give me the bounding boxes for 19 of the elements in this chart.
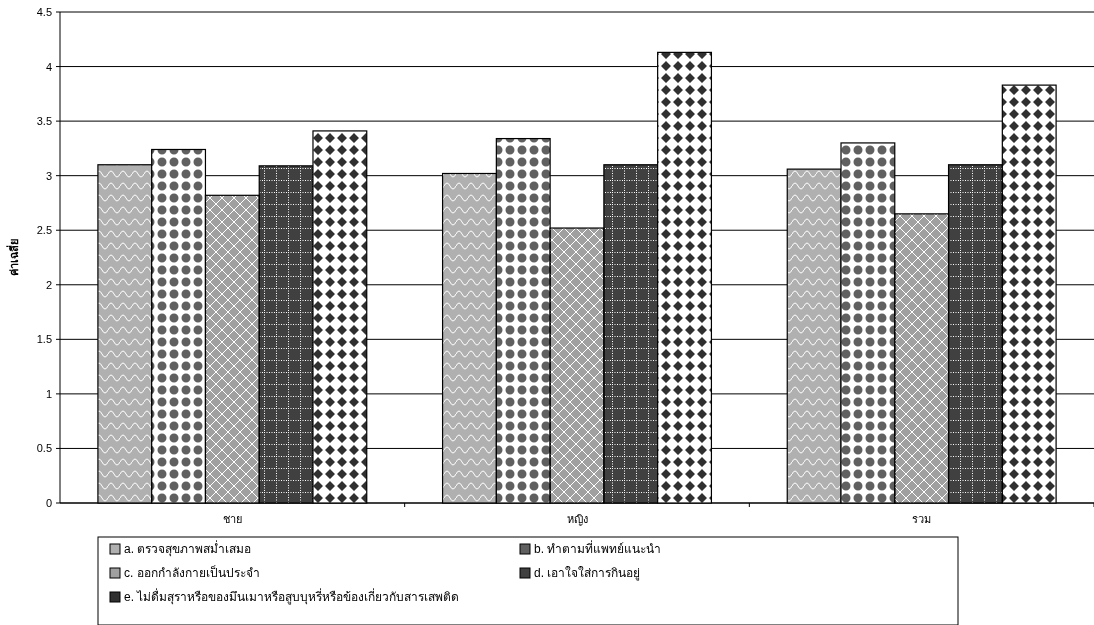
x-tick-label: ชาย [222,513,242,525]
x-tick-label: หญิง [566,513,588,526]
legend-label: c. ออกกำลังกายเป็นประจำ [124,565,260,580]
legend-label: b. ทำตามที่แพทย์แนะนำ [534,540,662,556]
y-tick-label: 2.5 [36,224,52,237]
x-tick-label: รวม [912,513,932,525]
y-axis-title: ค่าเฉลี่ย [6,239,20,276]
legend-label: d. เอาใจใส่การกินอยู่ [534,566,641,581]
y-tick-label: 3.5 [36,115,52,128]
legend-label: a. ตรวจสุขภาพสม่ำเสมอ [124,540,252,557]
y-tick-label: 4.5 [36,6,52,18]
y-tick-label: 2 [45,278,52,291]
y-tick-label: 1 [45,387,52,400]
y-tick-label: 0 [45,497,52,509]
y-tick-label: 4 [45,60,52,73]
legend-label: e. ไม่ดื่มสุราหรือของมึนเมาหรือสูบบุหรี่หรือข้องเกี่ยวกับสารเสพติด [124,588,460,605]
y-tick-label: 1.5 [36,333,52,346]
y-tick-label: 0.5 [36,442,52,455]
y-tick-label: 3 [45,169,52,182]
